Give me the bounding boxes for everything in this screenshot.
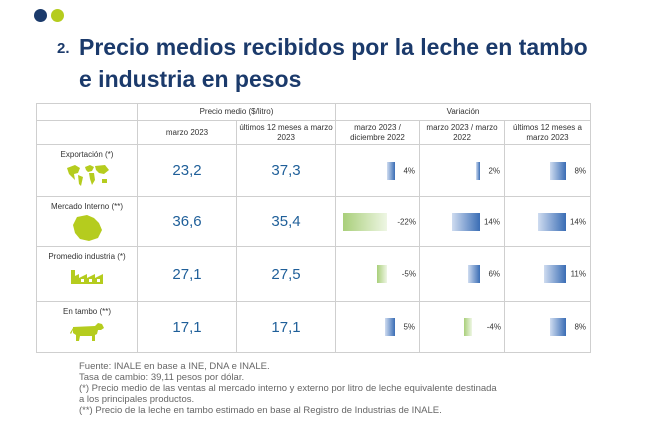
variation-label: 2%: [488, 166, 500, 175]
var-dec-cell: -22%: [335, 196, 420, 247]
variation-bar: [464, 318, 472, 336]
header-corner: [36, 103, 138, 121]
var-yoy-cell: 2%: [419, 144, 505, 197]
variation-bar: [452, 212, 480, 231]
variation-label: 4%: [403, 166, 415, 175]
header-price-1: marzo 2023: [137, 120, 237, 145]
footnote-tambo: (**) Precio de la leche en tambo estimad…: [79, 405, 442, 416]
var-dec-cell: 4%: [335, 144, 420, 197]
price-12m: 37,3: [236, 144, 336, 197]
header-price-2: últimos 12 meses a marzo 2023: [236, 120, 336, 145]
uruguay-map-icon: [73, 215, 102, 241]
row-label: Promedio industria (*): [48, 252, 126, 261]
footnote-source: Fuente: INALE en base a INE, DNA e INALE…: [79, 361, 270, 372]
var-yoy-cell: 14%: [419, 196, 505, 247]
variation-bar: [476, 161, 480, 180]
row-label: Mercado Interno (**): [50, 202, 124, 211]
var-12m-cell: 8%: [504, 144, 591, 197]
variation-label: 14%: [483, 217, 500, 226]
variation-bar: [468, 265, 480, 283]
variation-bar: [550, 161, 566, 180]
variation-label: 11%: [570, 269, 586, 279]
price-march: 23,2: [137, 144, 237, 197]
variation-bar: [385, 318, 395, 336]
var-dec-cell: 5%: [335, 301, 420, 353]
table-row: Mercado Interno (**) 36,6 35,4 -22% 14% …: [36, 196, 591, 247]
price-12m: 35,4: [236, 196, 336, 247]
decorative-dots: [34, 9, 64, 22]
variation-bar: [550, 318, 566, 336]
price-table: Precio medio ($/litro) Variación marzo 2…: [36, 103, 591, 353]
row-label: En tambo (**): [62, 307, 112, 316]
footnote-export-cont: a los principales productos.: [79, 394, 195, 405]
header-corner-2: [36, 120, 138, 145]
variation-bar: [377, 265, 387, 283]
price-12m: 27,5: [236, 246, 336, 302]
variation-label: 14%: [569, 217, 586, 226]
variation-label: 8%: [574, 322, 586, 332]
page-title: Precio medios recibidos por la leche en …: [79, 34, 588, 92]
header-var-1: marzo 2023 / diciembre 2022: [335, 120, 420, 145]
var-12m-cell: 8%: [504, 301, 591, 353]
header-var-2: marzo 2023 / marzo 2022: [419, 120, 505, 145]
row-label-cell: En tambo (**): [36, 301, 138, 353]
price-12m: 17,1: [236, 301, 336, 353]
price-march: 27,1: [137, 246, 237, 302]
row-label: Exportación (*): [60, 150, 114, 159]
header-var-3: últimos 12 meses a marzo 2023: [504, 120, 591, 145]
footnote-exchange-rate: Tasa de cambio: 39,11 pesos por dólar.: [79, 372, 245, 383]
row-label-cell: Promedio industria (*): [36, 246, 138, 302]
lime-dot: [51, 9, 64, 22]
section-number: 2.: [57, 40, 70, 57]
variation-label: -22%: [397, 217, 416, 226]
footnote-export: (*) Precio medio de las ventas al mercad…: [79, 383, 497, 394]
row-label-cell: Mercado Interno (**): [36, 196, 138, 247]
table-row: Promedio industria (*) 27,1 27,5 -5% 6% …: [36, 246, 591, 302]
variation-bar: [343, 212, 387, 231]
cow-icon: [70, 323, 104, 341]
header-group-variation: Variación: [335, 103, 591, 121]
factory-icon: [71, 270, 103, 284]
variation-label: 6%: [488, 269, 500, 279]
var-yoy-cell: 6%: [419, 246, 505, 302]
world-map-icon: [67, 165, 109, 186]
var-dec-cell: -5%: [335, 246, 420, 302]
variation-label: -5%: [401, 269, 416, 279]
var-12m-cell: 14%: [504, 196, 591, 247]
var-yoy-cell: -4%: [419, 301, 505, 353]
variation-bar: [544, 265, 566, 283]
variation-bar: [387, 161, 395, 180]
table-row: En tambo (**) 17,1 17,1 5% -4% 8%: [36, 301, 591, 353]
row-label-cell: Exportación (*): [36, 144, 138, 197]
var-12m-cell: 11%: [504, 246, 591, 302]
navy-dot: [34, 9, 47, 22]
footnotes: Fuente: INALE en base a INE, DNA e INALE…: [79, 361, 599, 416]
price-march: 17,1: [137, 301, 237, 353]
variation-label: 5%: [403, 322, 415, 332]
price-march: 36,6: [137, 196, 237, 247]
header-group-price: Precio medio ($/litro): [137, 103, 336, 121]
variation-label: -4%: [486, 322, 501, 332]
variation-label: 8%: [574, 166, 586, 175]
variation-bar: [538, 212, 566, 231]
table-row: Exportación (*) 23,2 37,3 4% 2% 8%: [36, 144, 591, 197]
